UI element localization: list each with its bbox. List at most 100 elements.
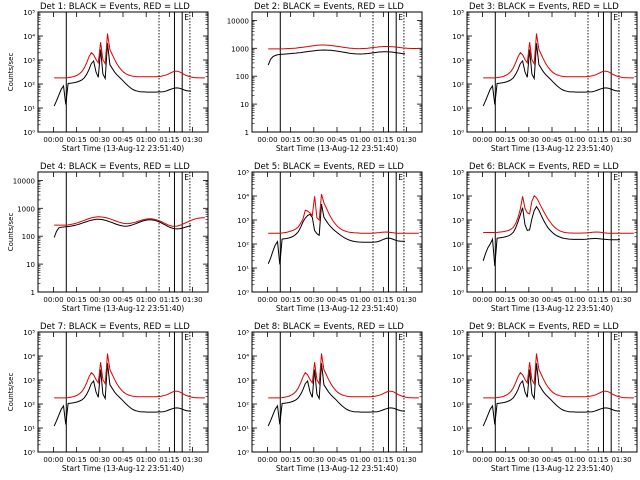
x-tick-label: 01:00 (350, 456, 370, 464)
marker-flag: E (398, 173, 403, 182)
marker-flag: E (398, 13, 403, 22)
y-tick-label: 10 (26, 261, 35, 269)
x-axis-label: Start Time (13-Aug-12 23:51:40) (491, 464, 613, 473)
x-tick-label: 00:45 (113, 296, 133, 304)
x-tick-label: 00:15 (496, 296, 516, 304)
x-tick-label: 00:00 (257, 456, 277, 464)
x-tick-label: 01:15 (159, 296, 179, 304)
y-tick-label: 10² (23, 81, 35, 89)
x-tick-label: 00:15 (281, 296, 301, 304)
x-tick-label: 01:15 (588, 136, 608, 144)
y-tick-label: 1000 (17, 205, 35, 213)
chart-panel-8: Det 8: BLACK = Events, RED = LLD 10⁰ 10¹ 10… (237, 322, 423, 473)
y-tick-label: 10² (452, 81, 464, 89)
x-tick-label: 01:15 (373, 456, 393, 464)
x-tick-label: 00:45 (327, 296, 347, 304)
series-line-lld (483, 33, 634, 79)
x-tick-label: 00:30 (519, 296, 539, 304)
y-tick-label: 10¹ (237, 265, 249, 273)
chart-title: Det 3: BLACK = Events, RED = LLD (469, 2, 619, 12)
chart-title: Det 7: BLACK = Events, RED = LLD (40, 322, 190, 332)
series-line-lld (268, 353, 419, 399)
x-tick-label: 01:30 (611, 136, 631, 144)
series-line-events (267, 363, 406, 427)
y-tick-label: 10000 (13, 177, 35, 185)
y-tick-label: 10² (452, 401, 464, 409)
x-tick-label: 00:00 (43, 136, 63, 144)
chart-title: Det 1: BLACK = Events, RED = LLD (40, 2, 190, 12)
chart-panel-7: Det 7: BLACK = Events, RED = LLD 10⁰ 10¹ 10… (7, 322, 209, 473)
x-tick-label: 01:15 (373, 136, 393, 144)
y-tick-label: 10⁵ (23, 329, 35, 337)
y-axis-label: Counts/sec (7, 373, 15, 412)
x-tick-label: 01:30 (396, 296, 416, 304)
x-tick-label: 00:00 (257, 296, 277, 304)
chart-panel-2: Det 2: BLACK = Events, RED = LLD 1 10 100 10… (227, 2, 423, 153)
series-line-events (53, 363, 192, 427)
chart-panel-4: Det 4: BLACK = Events, RED = LLD 1 10 100 10… (7, 162, 209, 313)
x-tick-label: 00:00 (472, 136, 492, 144)
x-tick-label: 00:15 (67, 296, 87, 304)
series-line-events (53, 43, 192, 107)
x-tick-label: 01:15 (588, 296, 608, 304)
x-tick-label: 00:00 (472, 456, 492, 464)
y-tick-label: 10² (237, 241, 249, 249)
series-line-lld (54, 216, 205, 227)
chart-panel-3: Det 3: BLACK = Events, RED = LLD 10⁰ 10¹ 10… (452, 2, 638, 153)
y-tick-label: 1000 (231, 45, 249, 53)
marker-flag: E (398, 333, 403, 342)
y-tick-label: 10³ (23, 377, 35, 385)
x-tick-label: 00:30 (304, 456, 324, 464)
x-tick-label: 00:15 (67, 456, 87, 464)
chart-title: Det 8: BLACK = Events, RED = LLD (254, 322, 404, 332)
y-tick-label: 10³ (23, 57, 35, 65)
y-tick-label: 10⁰ (452, 129, 464, 137)
marker-flag: E (613, 13, 618, 22)
x-tick-label: 00:45 (113, 136, 133, 144)
series-line-lld (54, 33, 205, 79)
x-axis-label: Start Time (13-Aug-12 23:51:40) (62, 304, 184, 313)
x-axis-label: Start Time (13-Aug-12 23:51:40) (491, 144, 613, 153)
x-tick-label: 00:30 (90, 296, 110, 304)
y-tick-label: 10² (23, 401, 35, 409)
marker-flag: E (184, 173, 189, 182)
y-tick-label: 10⁰ (23, 449, 35, 457)
x-tick-label: 01:30 (182, 456, 202, 464)
marker-flag: E (613, 173, 618, 182)
x-tick-label: 01:00 (565, 456, 585, 464)
x-tick-label: 00:15 (496, 456, 516, 464)
y-tick-label: 10⁰ (23, 129, 35, 137)
x-tick-label: 01:00 (136, 136, 156, 144)
y-tick-label: 10⁵ (237, 329, 249, 337)
y-tick-label: 10⁴ (237, 193, 249, 201)
chart-panel-1: Det 1: BLACK = Events, RED = LLD 10⁰ 10¹ 10… (7, 2, 209, 153)
x-tick-label: 01:30 (396, 456, 416, 464)
y-tick-label: 1 (31, 289, 35, 297)
y-tick-label: 10² (237, 401, 249, 409)
y-tick-label: 10⁵ (452, 9, 464, 17)
x-tick-label: 01:30 (611, 456, 631, 464)
x-tick-label: 01:00 (136, 296, 156, 304)
chart-title: Det 4: BLACK = Events, RED = LLD (40, 162, 190, 172)
y-tick-label: 10⁵ (23, 9, 35, 17)
x-tick-label: 01:15 (159, 136, 179, 144)
y-tick-label: 10⁰ (237, 449, 249, 457)
x-tick-label: 00:00 (257, 136, 277, 144)
y-tick-label: 10³ (452, 377, 464, 385)
x-tick-label: 00:30 (90, 136, 110, 144)
x-tick-label: 00:45 (327, 456, 347, 464)
x-axis-label: Start Time (13-Aug-12 23:51:40) (276, 464, 398, 473)
x-tick-label: 00:15 (496, 136, 516, 144)
y-tick-label: 10⁴ (23, 33, 35, 41)
x-tick-label: 01:00 (350, 296, 370, 304)
series-line-events (267, 203, 405, 265)
series-line-events (482, 363, 621, 427)
x-tick-label: 00:30 (519, 456, 539, 464)
y-tick-label: 10³ (237, 217, 249, 225)
x-tick-label: 00:15 (281, 456, 301, 464)
y-tick-label: 1 (245, 129, 249, 137)
y-tick-label: 10000 (227, 17, 249, 25)
y-tick-label: 10³ (237, 377, 249, 385)
y-tick-label: 100 (236, 73, 249, 81)
